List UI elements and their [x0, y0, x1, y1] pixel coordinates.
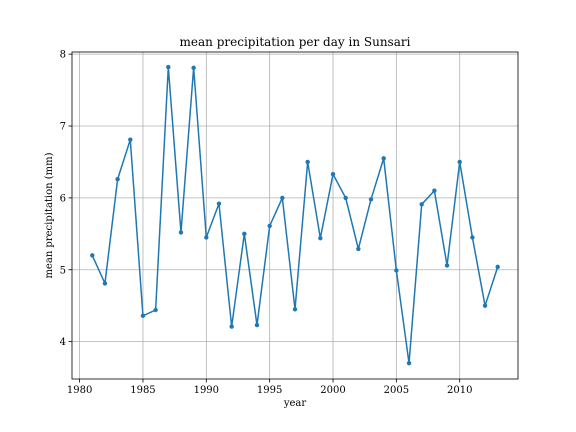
- x-tick-label: 2005: [384, 385, 409, 396]
- x-tick-label: 1990: [194, 385, 219, 396]
- data-point: [140, 313, 146, 318]
- data-point: [229, 324, 234, 329]
- data-point: [102, 281, 108, 286]
- data-point: [495, 264, 500, 270]
- data-point: [482, 303, 488, 308]
- data-point: [153, 307, 158, 313]
- series-markers: [90, 64, 500, 366]
- y-tick-label: 5: [60, 265, 66, 276]
- x-tick-label: 1985: [130, 385, 155, 396]
- grid-lines: [72, 52, 518, 379]
- data-point: [280, 195, 285, 201]
- data-point: [128, 137, 133, 142]
- y-tick-label: 4: [60, 337, 66, 348]
- data-point: [254, 322, 260, 328]
- x-tick-label: 2010: [447, 385, 472, 396]
- data-point: [470, 235, 475, 240]
- data-point: [216, 201, 222, 206]
- x-tick-label: 1995: [257, 385, 282, 396]
- data-point: [343, 195, 348, 201]
- y-tick-label: 8: [60, 50, 66, 61]
- series-line: [91, 67, 499, 364]
- data-point: [432, 188, 437, 193]
- data-point: [406, 360, 412, 366]
- y-axis-label: mean precipitation (mm): [44, 152, 55, 278]
- data-point: [444, 263, 450, 268]
- data-point: [305, 159, 310, 165]
- plot-frame: [71, 51, 519, 380]
- data-point: [242, 231, 247, 237]
- x-tick-label: 2000: [320, 385, 345, 396]
- y-axis: 4 5 6 7 8: [60, 50, 72, 348]
- x-axis-label: year: [283, 398, 307, 409]
- data-point: [166, 64, 171, 70]
- data-point: [318, 235, 323, 241]
- data-point: [457, 159, 462, 165]
- chart-title: mean precipitation per day in Sunsari: [180, 35, 411, 49]
- data-point: [330, 171, 336, 177]
- data-point: [356, 246, 361, 252]
- data-point: [419, 202, 424, 207]
- data-point: [368, 197, 374, 202]
- data-point: [381, 156, 386, 161]
- y-tick-label: 7: [60, 122, 66, 133]
- data-point: [178, 230, 184, 235]
- data-point: [204, 235, 209, 240]
- data-point: [292, 307, 298, 312]
- data-point: [115, 177, 120, 182]
- data-point: [90, 253, 95, 258]
- data-point: [191, 65, 196, 71]
- x-axis: 1980 1985 1990 1995 2000 2005 2010: [67, 379, 472, 396]
- data-point: [394, 268, 399, 273]
- x-tick-label: 1980: [67, 385, 92, 396]
- y-tick-label: 6: [60, 193, 66, 204]
- data-point: [267, 223, 272, 229]
